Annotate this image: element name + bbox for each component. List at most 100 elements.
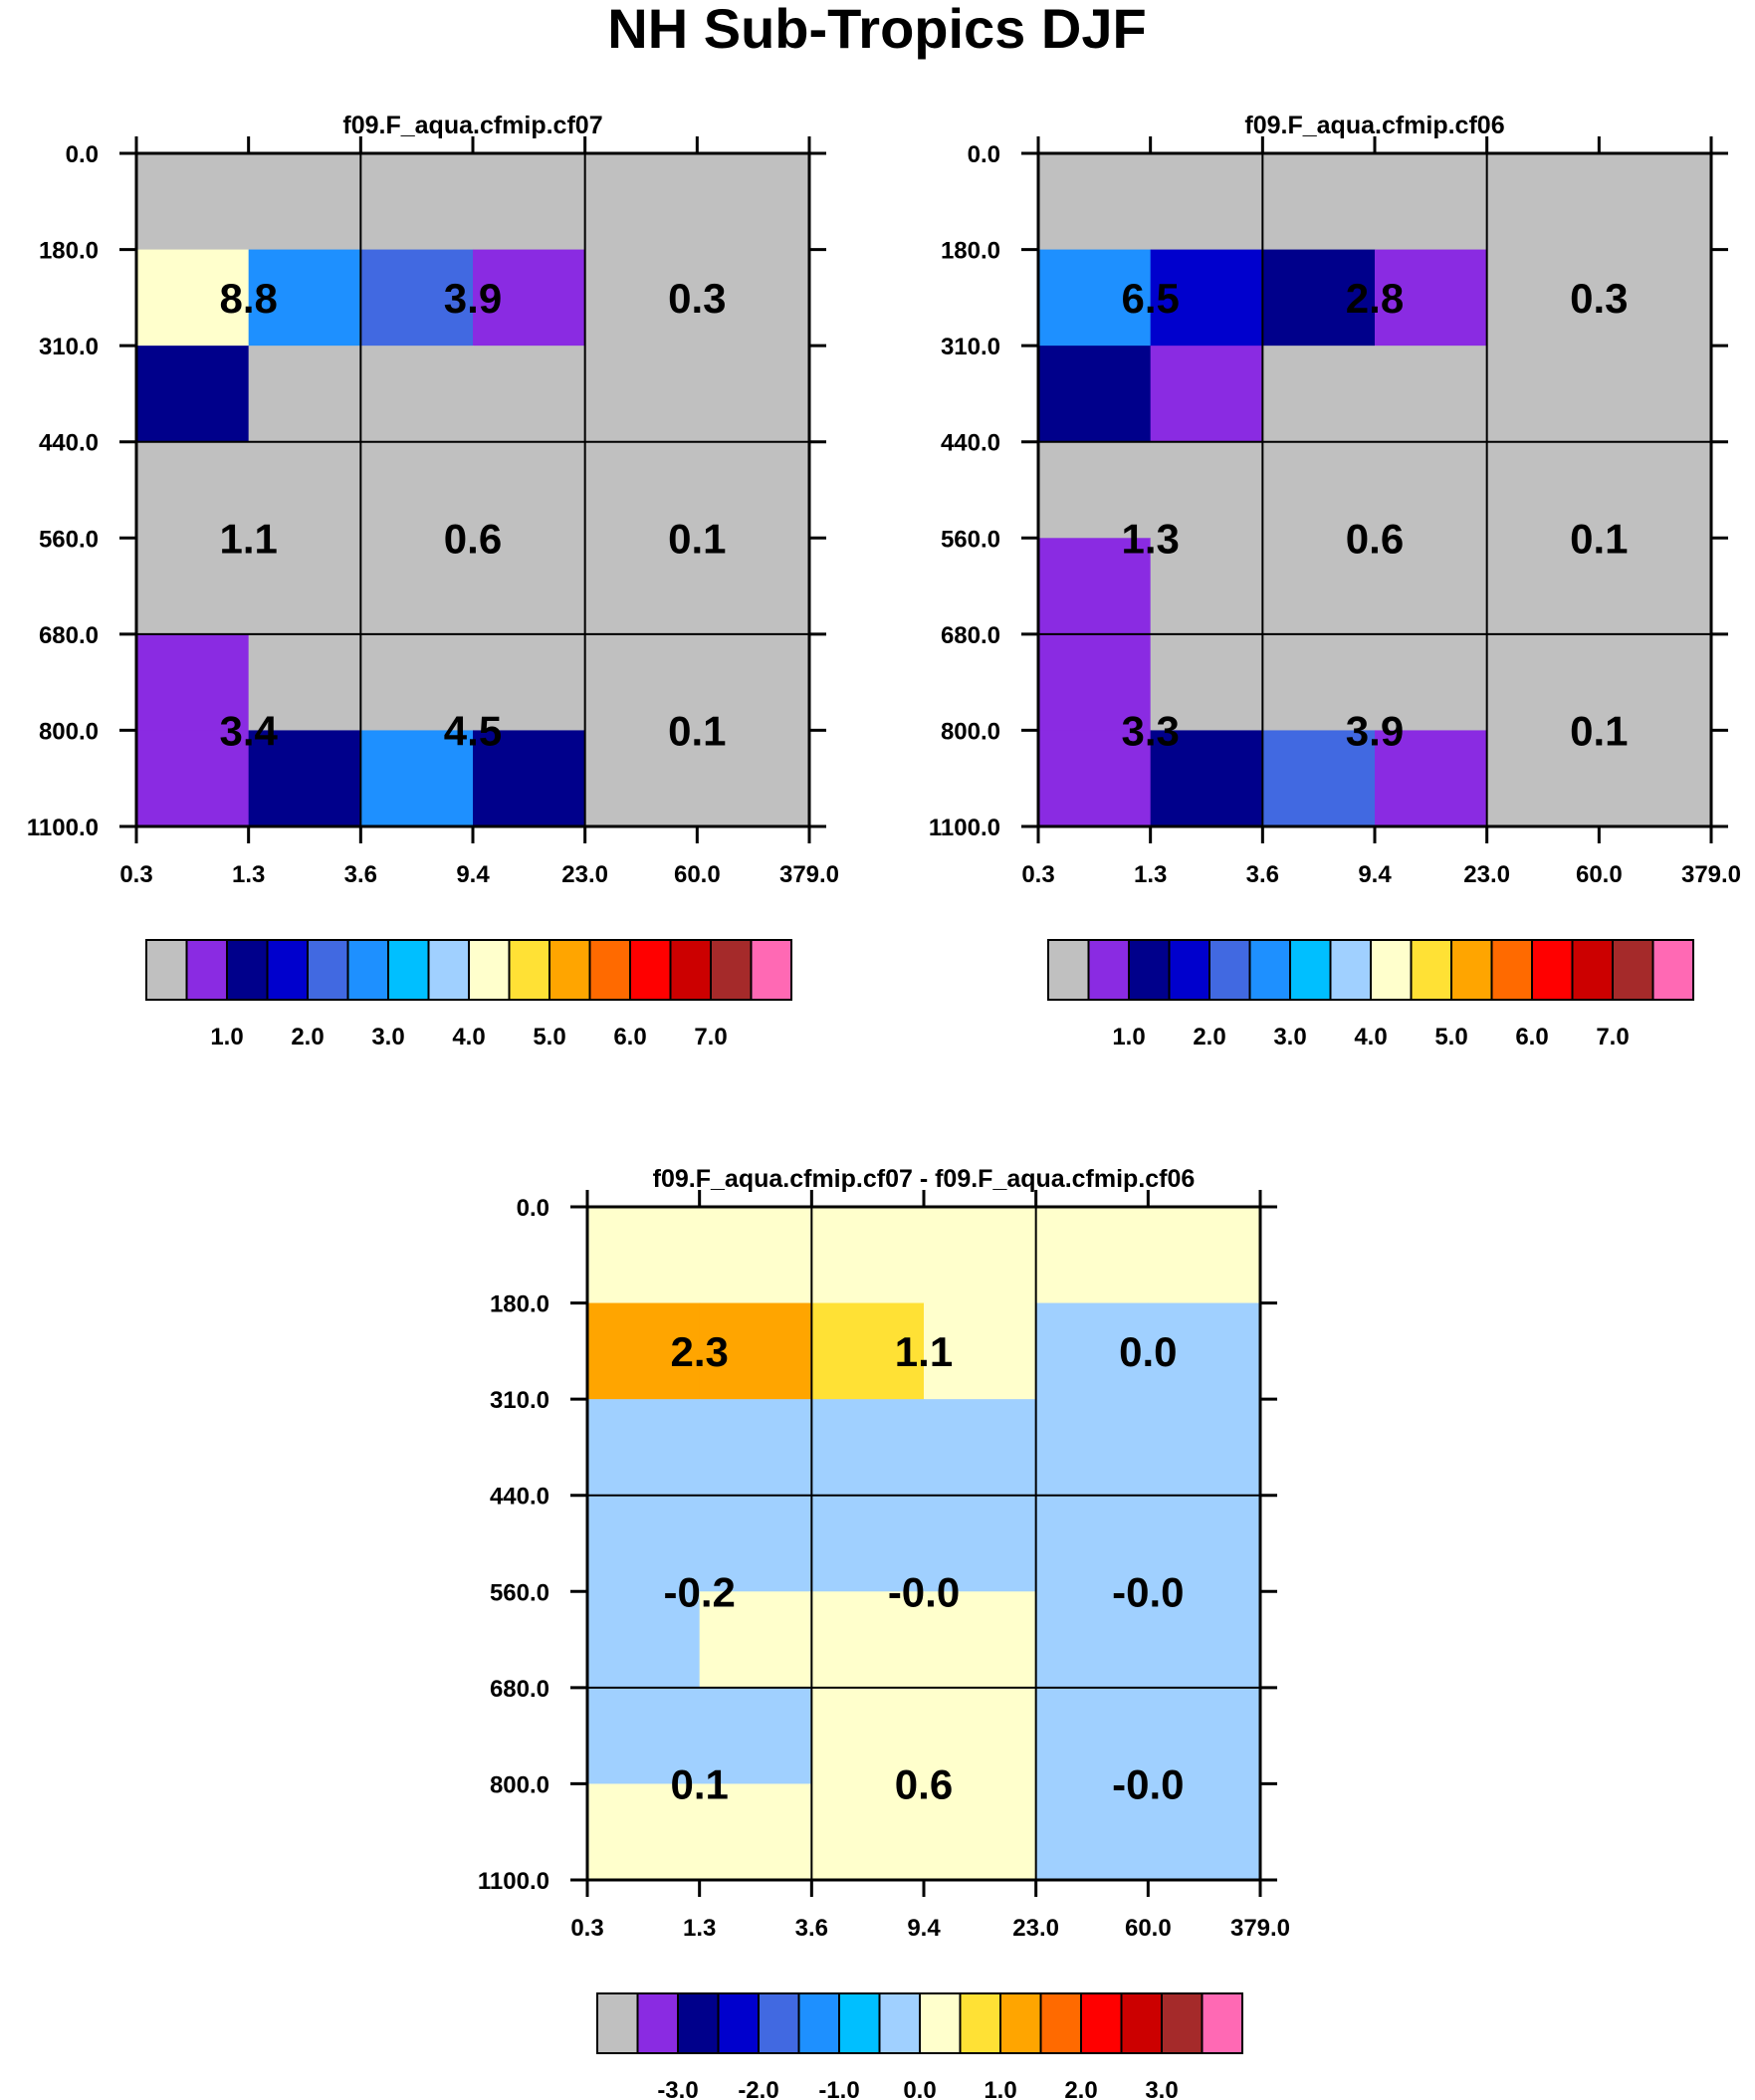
y-tick-label: 1100.0 (478, 1868, 549, 1895)
heatmap-cell (1035, 1783, 1149, 1881)
y-tick-label: 1100.0 (929, 815, 1000, 841)
y-tick-label: 180.0 (941, 238, 1000, 265)
heatmap-cell (811, 1495, 925, 1592)
heatmap-cell (1035, 1495, 1149, 1592)
heatmap-cell (1262, 441, 1376, 539)
x-tick-label: 379.0 (779, 861, 839, 888)
x-tick-label: 3.6 (795, 1915, 828, 1942)
y-tick-label: 680.0 (39, 622, 99, 649)
colorbar-swatch (1450, 939, 1493, 1001)
colorbar-swatch (548, 939, 591, 1001)
x-tick-label: 9.4 (456, 861, 490, 888)
heatmap-cell (1262, 153, 1376, 251)
heatmap-cell (360, 346, 474, 443)
colorbar-swatch (1289, 939, 1332, 1001)
heatmap-cell (1262, 249, 1376, 347)
data-label: 8.8 (219, 275, 277, 322)
colorbar-swatch (758, 1992, 800, 2054)
heatmap-cell (1035, 1687, 1149, 1785)
heatmap-cell (584, 633, 698, 732)
heatmap-cell (1599, 441, 1712, 539)
heatmap-cell (924, 1495, 1037, 1592)
colorbar-swatch (677, 1992, 720, 2054)
heatmap-cell (699, 1207, 812, 1304)
panel-title: f09.F_aqua.cfmip.cf07 (342, 112, 602, 139)
heatmap-cell (1148, 1783, 1261, 1881)
y-tick-label: 680.0 (490, 1676, 549, 1703)
heatmap-cell (248, 633, 361, 732)
y-tick-label: 800.0 (941, 718, 1000, 745)
colorbar: 1.0 2.0 3.0 4.0 5.0 6.0 7.0 (1047, 939, 1694, 1050)
y-tick-label: 1100.0 (27, 815, 99, 841)
colorbar-label: 3.0 (1273, 1024, 1306, 1050)
colorbar-label: 2.0 (291, 1024, 324, 1050)
heatmap-cell (360, 538, 474, 635)
heatmap-cell (811, 1302, 925, 1400)
heatmap-cell (248, 249, 361, 347)
colorbar-swatch (1329, 939, 1372, 1001)
heatmap-cell (248, 441, 361, 539)
heatmap-cell (924, 1399, 1037, 1497)
figure-title: NH Sub-Tropics DJF (607, 0, 1146, 60)
heatmap-cell (136, 249, 250, 347)
colorbar-swatch (226, 939, 269, 1001)
heatmap-cell (360, 441, 474, 539)
heatmap-cell (699, 1591, 812, 1689)
heatmap-cell (1035, 1302, 1149, 1400)
heatmap-cell (1375, 346, 1488, 443)
heatmap-cell (924, 1591, 1037, 1689)
data-label: -0.0 (1112, 1760, 1184, 1807)
colorbar-label: 1.0 (1112, 1024, 1145, 1050)
x-tick-label: 1.3 (683, 1915, 716, 1942)
heatmap-cell (587, 1399, 701, 1497)
data-label: 3.9 (444, 275, 502, 322)
colorbar-label: 5.0 (1434, 1024, 1467, 1050)
y-tick-label: 440.0 (941, 430, 1000, 457)
heatmap-cell (1038, 153, 1152, 251)
colorbar-swatch (838, 1992, 881, 2054)
x-tick-label: 3.6 (344, 861, 377, 888)
colorbar-swatch (1087, 939, 1130, 1001)
heatmap-cell (1150, 538, 1263, 635)
heatmap-cell (587, 1495, 701, 1592)
heatmap-cell (1486, 346, 1600, 443)
heatmap-cell (587, 1207, 701, 1304)
heatmap-cell (1038, 346, 1152, 443)
y-tick-label: 310.0 (490, 1387, 549, 1414)
colorbar-swatch (1201, 1992, 1243, 2054)
heatmap-cell (1375, 441, 1488, 539)
x-tick-label: 0.3 (570, 1915, 603, 1942)
x-tick-label: 23.0 (1463, 861, 1510, 888)
heatmap-cell (1599, 538, 1712, 635)
colorbar-label: 4.0 (1354, 1024, 1387, 1050)
heatmap-cell (136, 346, 250, 443)
colorbar-label: 3.0 (1145, 2077, 1178, 2100)
heatmap-cell (136, 633, 250, 732)
colorbar-label: -3.0 (657, 2077, 698, 2100)
heatmap-cell (1038, 441, 1152, 539)
x-tick-label: 9.4 (907, 1915, 941, 1942)
data-label: 0.0 (1119, 1328, 1177, 1375)
colorbar-swatch (1168, 939, 1210, 1001)
colorbar-swatch (1161, 1992, 1204, 2054)
heatmap-cell (1035, 1399, 1149, 1497)
heatmap-cell (587, 1591, 701, 1689)
y-tick-label: 440.0 (490, 1484, 549, 1511)
colorbar-label: 1.0 (210, 1024, 243, 1050)
data-label: 0.1 (1570, 515, 1628, 562)
heatmap-cell (248, 730, 361, 827)
heatmap-cell (1150, 153, 1263, 251)
panel-3: f09.F_aqua.cfmip.cf07 - f09.F_aqua.cfmip… (478, 1165, 1290, 2100)
colorbar-swatch (878, 1992, 921, 2054)
heatmap-cell (136, 538, 250, 635)
colorbar-label: -1.0 (818, 2077, 859, 2100)
data-label: 4.5 (444, 707, 502, 754)
colorbar-swatch (1128, 939, 1171, 1001)
data-label: 1.1 (219, 515, 277, 562)
panel-1: f09.F_aqua.cfmip.cf07 8.8 3.9 0.3 1.1 0.6 0.1 3… (27, 112, 839, 1050)
y-tick-label: 440.0 (39, 430, 99, 457)
heatmap-cell (136, 441, 250, 539)
heatmap-cell (1038, 249, 1152, 347)
y-tick-label: 560.0 (490, 1579, 549, 1606)
